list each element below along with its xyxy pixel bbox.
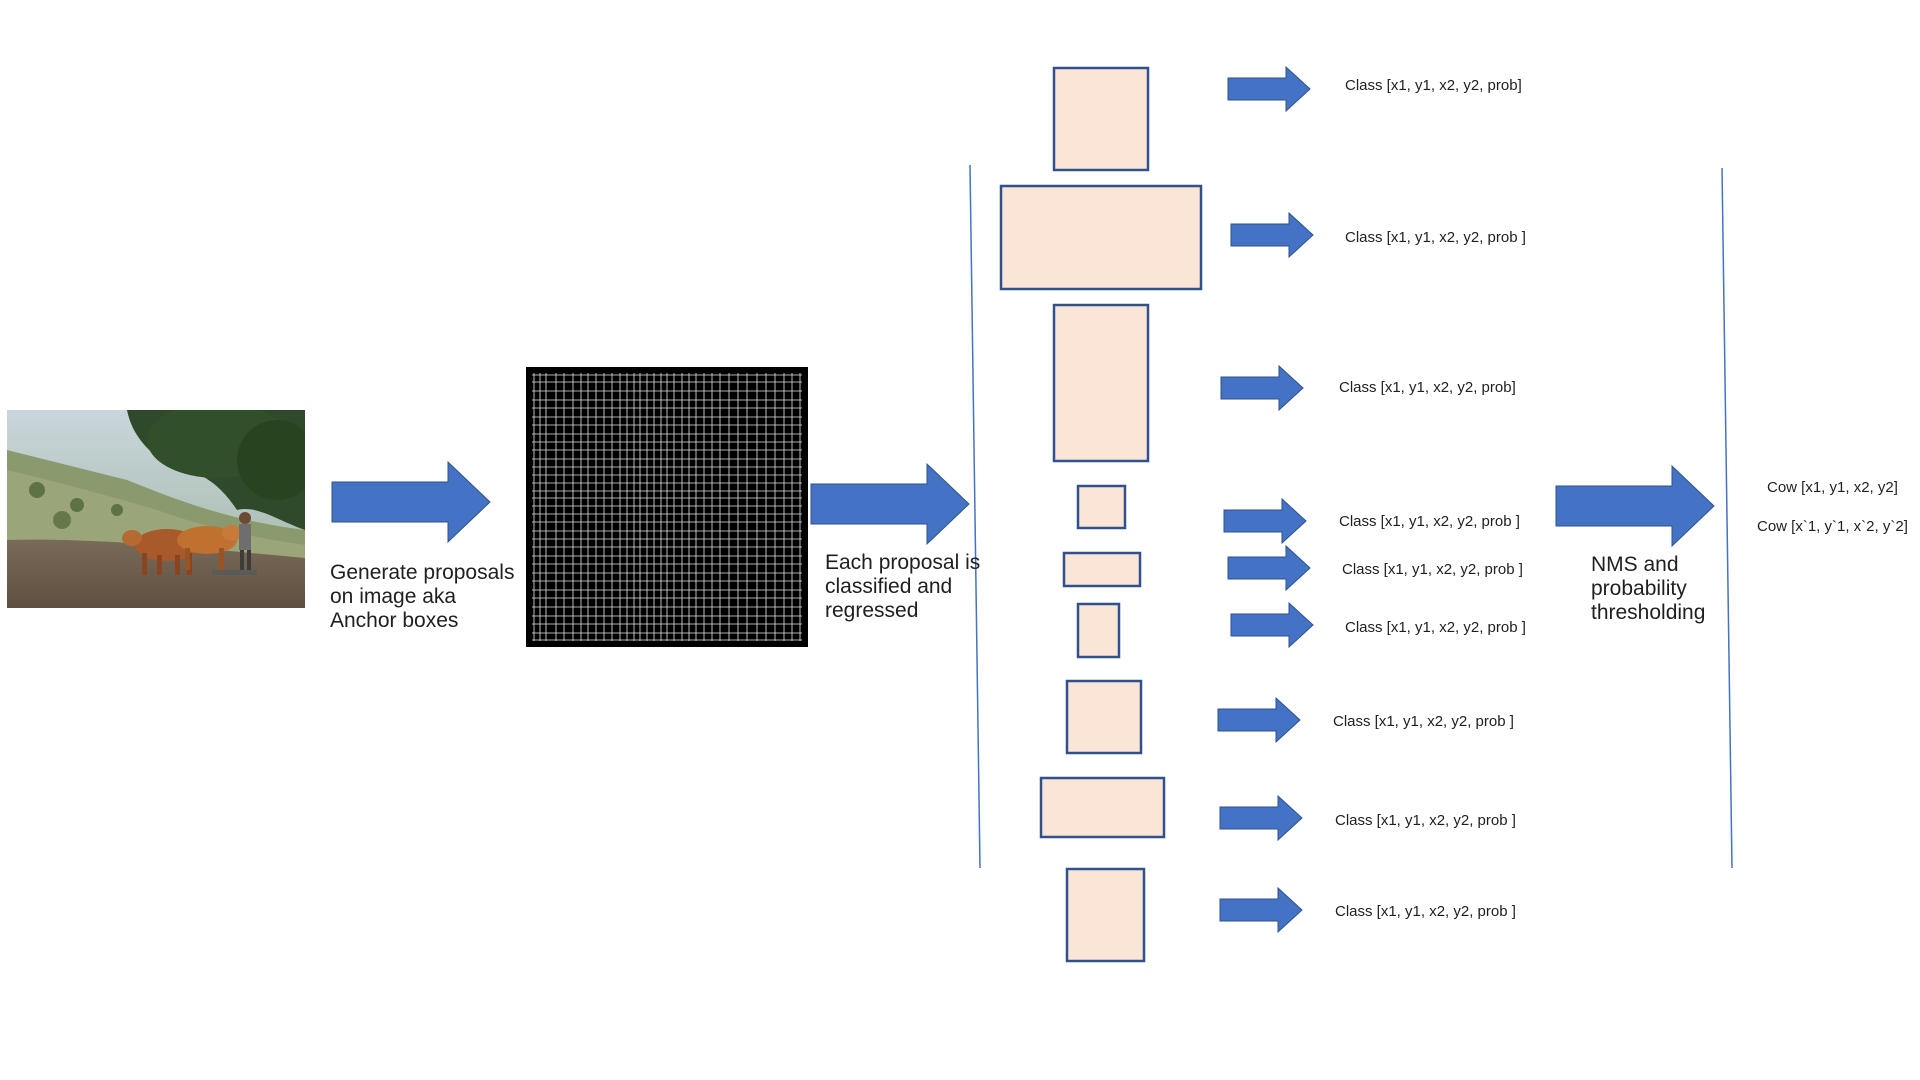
arrow-to-proposals — [810, 462, 970, 546]
proposal-arrow-7 — [1217, 696, 1301, 744]
proposal-arrow-4 — [1223, 497, 1307, 545]
proposal-box-8 — [1039, 776, 1166, 839]
proposal-box-9 — [1065, 867, 1146, 963]
generate-proposals-label: Generate proposals on image aka Anchor b… — [330, 561, 515, 632]
arrow-to-outputs — [1555, 464, 1715, 548]
nms-thresholding-label: NMS and probability thresholding — [1591, 553, 1706, 624]
final-output-2: Cow [x`1, y`1, x`2, y`2] — [1757, 518, 1908, 535]
proposal-arrow-9 — [1219, 886, 1303, 934]
proposal-arrow-2 — [1230, 211, 1314, 259]
proposal-output-3: Class [x1, y1, x2, y2, prob] — [1339, 379, 1516, 396]
divider-right — [1721, 167, 1733, 869]
proposal-box-3 — [1052, 303, 1150, 463]
proposal-arrow-1 — [1227, 65, 1311, 113]
divider-left — [969, 164, 981, 869]
proposal-arrow-6 — [1230, 601, 1314, 649]
proposal-output-1: Class [x1, y1, x2, y2, prob] — [1345, 77, 1522, 94]
proposal-box-2 — [999, 184, 1203, 291]
final-output-1: Cow [x1, y1, x2, y2] — [1767, 479, 1898, 496]
anchor-box-grid — [526, 367, 808, 647]
proposal-arrow-8 — [1219, 794, 1303, 842]
proposal-arrow-3 — [1220, 364, 1304, 412]
arrow-to-grid — [331, 460, 491, 544]
proposal-output-6: Class [x1, y1, x2, y2, prob ] — [1345, 619, 1526, 636]
proposal-output-2: Class [x1, y1, x2, y2, prob ] — [1345, 229, 1526, 246]
proposal-output-8: Class [x1, y1, x2, y2, prob ] — [1335, 812, 1516, 829]
proposal-output-4: Class [x1, y1, x2, y2, prob ] — [1339, 513, 1520, 530]
proposal-output-7: Class [x1, y1, x2, y2, prob ] — [1333, 713, 1514, 730]
proposal-output-9: Class [x1, y1, x2, y2, prob ] — [1335, 903, 1516, 920]
classify-regress-label: Each proposal is classified and regresse… — [825, 551, 981, 622]
input-photo — [7, 410, 305, 608]
proposal-arrow-5 — [1227, 544, 1311, 592]
proposal-box-6 — [1076, 602, 1121, 659]
proposal-box-1 — [1052, 66, 1150, 172]
proposal-box-5 — [1062, 551, 1142, 588]
proposal-box-7 — [1065, 679, 1143, 755]
proposal-output-5: Class [x1, y1, x2, y2, prob ] — [1342, 561, 1523, 578]
proposal-box-4 — [1076, 484, 1127, 530]
